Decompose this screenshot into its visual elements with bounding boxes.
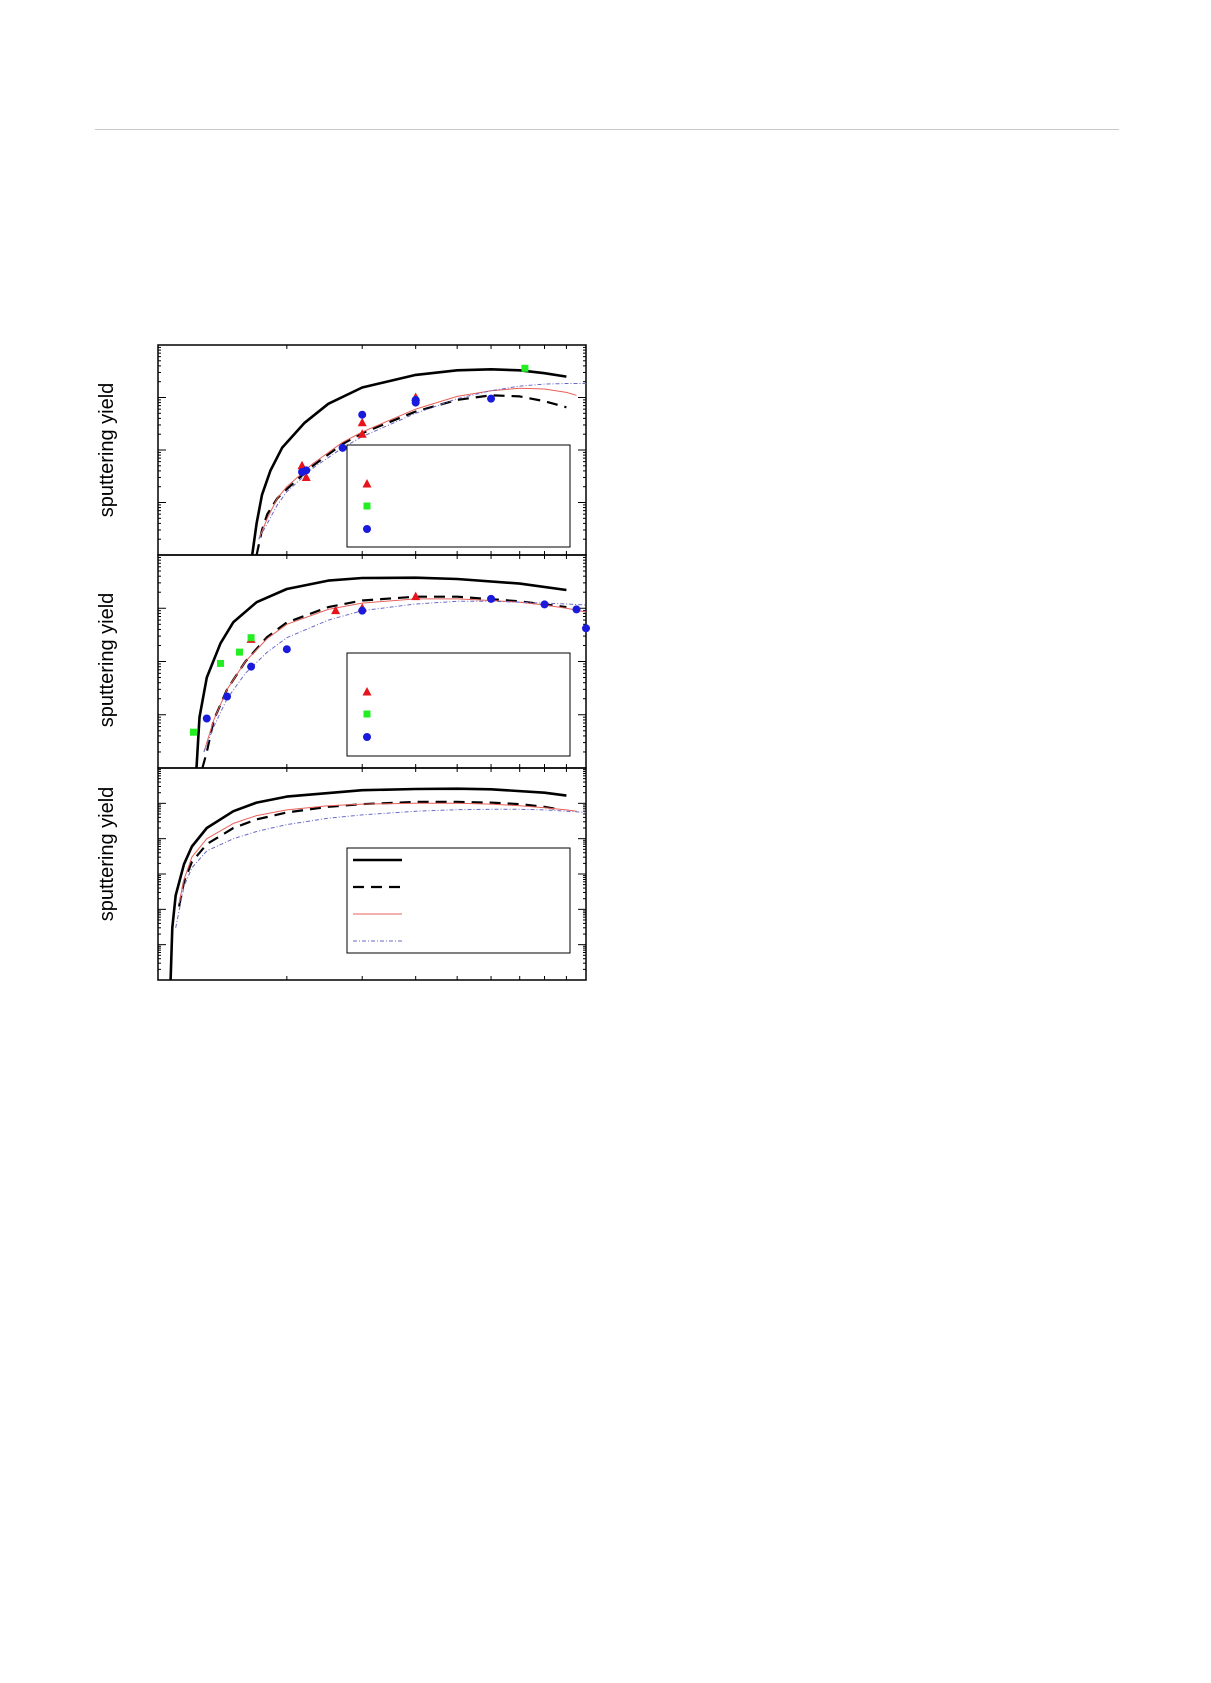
data-point-triangle — [357, 417, 367, 427]
series-solid-thick-black — [195, 576, 567, 769]
series-dashed-black — [201, 595, 567, 769]
panel-top-points — [297, 364, 529, 481]
series-dashdot-blue — [258, 383, 586, 540]
series-dashed-black — [255, 394, 567, 556]
legend-circle-marker — [363, 525, 371, 533]
panel-bottom: sputtering yield — [96, 767, 587, 981]
panel-bottom-legend — [353, 858, 402, 942]
data-point-square — [521, 364, 529, 372]
legend-circle-marker — [363, 733, 371, 741]
panel-middle: sputtering yield — [96, 554, 590, 769]
data-point-square — [235, 648, 243, 656]
data-point-circle — [358, 410, 367, 419]
series-dashdot-blue — [203, 600, 587, 753]
panel-bottom-legend-box — [346, 847, 571, 954]
data-point-triangle — [357, 429, 367, 438]
panel-top-ylabel: sputtering yield — [96, 383, 118, 518]
data-point-triangle — [411, 591, 421, 601]
legend-square-marker — [363, 710, 371, 718]
data-point-circle — [411, 398, 420, 407]
data-point-circle — [487, 394, 496, 403]
series-thin-red — [203, 598, 587, 753]
panel-top: sputtering yield — [96, 344, 587, 556]
data-point-circle — [223, 692, 232, 701]
data-point-circle — [572, 605, 581, 614]
data-point-circle — [247, 662, 256, 671]
data-point-square — [189, 728, 197, 736]
panel-top-series — [250, 367, 586, 556]
panel-middle-points — [189, 591, 590, 736]
data-point-circle — [202, 714, 211, 723]
series-dashdot-blue — [175, 808, 587, 928]
page-header-rule — [95, 129, 1119, 130]
series-dashed-black — [178, 800, 556, 907]
data-point-circle — [302, 466, 311, 475]
series-solid-thick-black — [169, 787, 567, 981]
data-point-circle — [540, 600, 549, 609]
data-point-circle — [582, 624, 590, 633]
data-point-circle — [487, 594, 496, 603]
panel-bottom-ylabel: sputtering yield — [96, 787, 118, 922]
series-solid-thick-black — [250, 367, 567, 556]
panel-top-legend — [362, 479, 372, 533]
panel-bottom-series — [169, 787, 587, 981]
panel-middle-legend — [362, 687, 372, 741]
data-point-triangle — [301, 472, 311, 481]
legend-triangle-marker — [362, 687, 372, 696]
panel-bottom-ticks — [157, 768, 586, 981]
data-point-circle — [358, 606, 367, 615]
data-point-square — [247, 634, 255, 642]
series-thin-red — [258, 387, 577, 540]
data-point-triangle — [331, 605, 341, 615]
data-point-circle — [338, 443, 347, 452]
legend-square-marker — [363, 502, 371, 510]
data-point-circle — [282, 645, 291, 654]
legend-triangle-marker — [362, 479, 372, 488]
panel-top-ticks — [157, 345, 586, 556]
series-thin-red — [178, 802, 577, 904]
panel-middle-series — [195, 576, 587, 769]
panel-middle-ylabel: sputtering yield — [96, 593, 118, 728]
panel-middle-legend-box — [346, 652, 571, 757]
panel-top-legend-box — [346, 444, 571, 548]
data-point-square — [217, 659, 225, 667]
